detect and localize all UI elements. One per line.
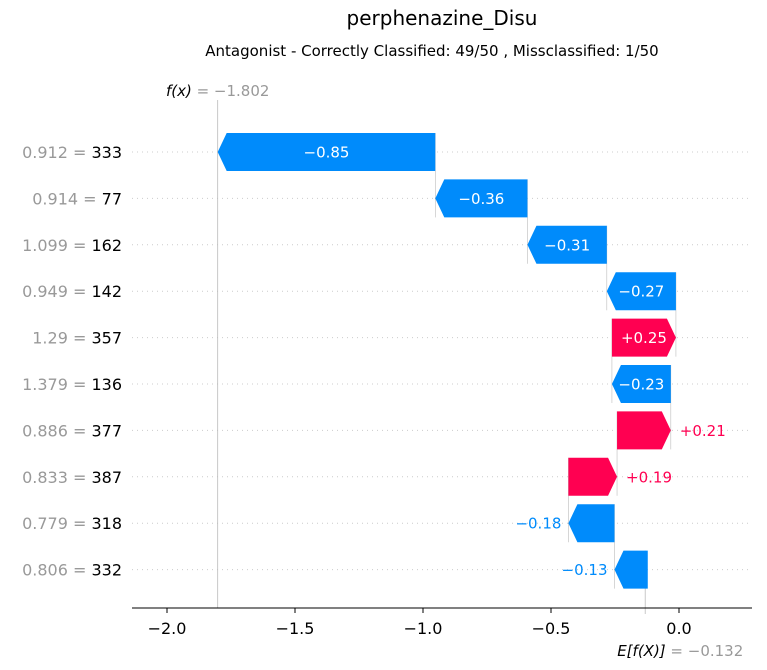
feature-name: 318	[91, 514, 122, 533]
feature-name: 142	[91, 282, 122, 301]
positive-contribution-bar	[611, 318, 676, 357]
feature-value: 1.29 =	[32, 329, 91, 348]
contribution-label: −0.27	[618, 283, 664, 301]
feature-value: 0.912 =	[22, 143, 91, 162]
x-tick-label: 0.0	[666, 619, 691, 638]
contribution-label: −0.13	[562, 561, 608, 579]
feature-value: 0.779 =	[22, 514, 91, 533]
chart-title: perphenazine_Disu	[346, 6, 538, 30]
negative-contribution-bar	[611, 365, 671, 403]
negative-contribution-bar	[527, 225, 607, 264]
feature-label: 1.29 = 357	[32, 329, 122, 348]
x-tick-label: −0.5	[532, 619, 571, 638]
feature-label: 0.833 = 387	[22, 468, 122, 487]
positive-contribution-bar	[568, 457, 618, 496]
negative-contribution-bar	[435, 179, 528, 218]
feature-value: 0.806 =	[22, 561, 91, 580]
feature-label: 0.914 = 77	[32, 189, 122, 208]
efx-value: = −0.132	[666, 642, 744, 660]
feature-name: 136	[91, 375, 122, 394]
feature-name: 77	[102, 189, 122, 208]
negative-contribution-bar	[614, 550, 648, 589]
positive-contribution-bar	[617, 411, 671, 450]
negative-contribution-bar	[568, 504, 615, 543]
x-tick-label: −1.5	[276, 619, 315, 638]
negative-contribution-bar	[217, 133, 436, 171]
feature-value: 1.379 =	[22, 375, 91, 394]
fx-annotation: f(x) = −1.802	[166, 82, 270, 100]
feature-name: 162	[91, 236, 122, 255]
feature-name: 332	[91, 561, 122, 580]
feature-label: 1.099 = 162	[22, 236, 122, 255]
contribution-label: +0.19	[626, 468, 672, 486]
efx-annotation: E[f(X)] = −0.132	[617, 642, 743, 660]
feature-value: 0.949 =	[22, 282, 91, 301]
contribution-label: −0.85	[304, 144, 350, 162]
feature-name: 333	[91, 143, 122, 162]
contribution-label: −0.36	[458, 190, 504, 208]
x-tick-label: −1.0	[404, 619, 443, 638]
fx-value: = −1.802	[192, 82, 270, 100]
negative-contribution-bar	[606, 272, 676, 311]
feature-value: 0.886 =	[22, 421, 91, 440]
feature-name: 377	[91, 421, 122, 440]
row-gridlines	[132, 151, 752, 571]
contribution-label: −0.18	[515, 515, 561, 533]
contribution-label: −0.31	[544, 236, 590, 254]
feature-label: 0.886 = 377	[22, 421, 122, 440]
feature-name: 387	[91, 468, 122, 487]
contribution-label: +0.25	[621, 329, 667, 347]
efx-label: E[f(X)]	[617, 642, 666, 660]
contribution-bars: −0.85 −0.36 −0.31 −0.27 +0.25 −0.23 +0.21 +0.19…	[217, 133, 726, 589]
feature-name: 357	[91, 329, 122, 348]
feature-value: 0.833 =	[22, 468, 91, 487]
feature-labels: 0.912 = 333 0.914 = 77 1.099 = 162 0.949 = …	[22, 143, 122, 580]
feature-label: 0.912 = 333	[22, 143, 122, 162]
feature-label: 1.379 = 136	[22, 375, 122, 394]
x-axis: −2.0 −1.5 −1.0 −0.5 0.0	[132, 607, 752, 638]
feature-label: 0.779 = 318	[22, 514, 122, 533]
feature-label: 0.949 = 142	[22, 282, 122, 301]
feature-label: 0.806 = 332	[22, 561, 122, 580]
x-tick-label: −2.0	[148, 619, 187, 638]
feature-value: 1.099 =	[22, 236, 91, 255]
contribution-label: −0.23	[618, 376, 664, 394]
feature-value: 0.914 =	[32, 189, 101, 208]
fx-label: f(x)	[166, 82, 192, 100]
contribution-label: +0.21	[680, 422, 726, 440]
chart-subtitle: Antagonist - Correctly Classified: 49/50…	[205, 42, 659, 60]
annotations: f(x) = −1.802 E[f(X)] = −0.132	[166, 82, 743, 660]
